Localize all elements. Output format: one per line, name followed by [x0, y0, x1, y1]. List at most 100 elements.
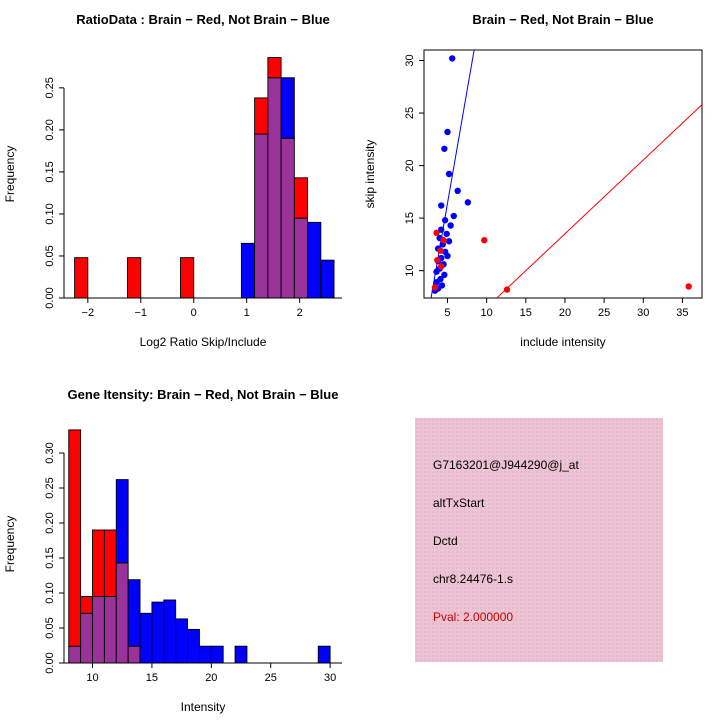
- hist-bar-red: [68, 429, 82, 647]
- panel-gene-info: G7163201@J944290@j_at altTxStart Dctd ch…: [360, 375, 720, 720]
- hist-bar-overlap: [254, 133, 269, 299]
- x-tick-label: 2: [297, 307, 303, 319]
- scatter-point-blue: [450, 212, 457, 220]
- probe-id-text: G7163201@J944290@j_at: [433, 458, 579, 472]
- ratio-histogram-chart: −2 −1 0 1 2 0.00 0.05 0.10 0.15 0.20 0.25 Log2 Rati…: [3, 57, 342, 349]
- chart-title-scatter: Brain − Red, Not Brain − Blue: [472, 12, 654, 27]
- hist-bar-overlap: [127, 645, 141, 664]
- chart-title-gene: Gene Itensity: Brain − Red, Not Brain − …: [67, 387, 339, 402]
- hist-bar-blue: [240, 242, 256, 299]
- hist-bar-blue: [175, 618, 189, 664]
- x-tick-label: 25: [265, 672, 277, 684]
- hist-bar-overlap: [115, 562, 129, 664]
- hist-bar-blue: [234, 645, 248, 664]
- hist-bar-blue: [187, 628, 200, 664]
- hist-bar-red: [293, 177, 309, 219]
- hist-bar-red: [92, 529, 105, 597]
- y-tick-label: 20: [404, 159, 416, 171]
- hist-bar-blue: [320, 259, 335, 299]
- plot-box: [423, 49, 703, 299]
- y-tick-label: 15: [404, 212, 416, 224]
- hist-bar-blue: [163, 599, 177, 664]
- gene-name-text: Dctd: [433, 534, 458, 548]
- hist-bar-red: [180, 257, 195, 299]
- scatter-point-red: [437, 247, 444, 254]
- scatter-point-red: [434, 256, 441, 264]
- hist-bar-red: [80, 596, 93, 614]
- y-tick-label: 0.20: [44, 512, 56, 533]
- hist-bar-overlap: [92, 596, 105, 664]
- scatter-point-blue: [447, 222, 454, 229]
- scatter-point-red: [503, 286, 511, 293]
- x-tick-label: 30: [637, 307, 649, 319]
- hist-bar-blue: [317, 645, 331, 664]
- y-tick-label: 0.10: [44, 582, 56, 603]
- hist-bar-blue: [307, 221, 322, 299]
- event-type-text: altTxStart: [433, 496, 485, 510]
- x-tick-label: 5: [444, 307, 450, 319]
- hist-bar-overlap: [68, 645, 82, 664]
- scatter-point-blue: [464, 199, 472, 206]
- y-tick-label: 0.00: [44, 652, 56, 673]
- chart-title-ratio: RatioData : Brain − Red, Not Brain − Blu…: [76, 12, 330, 27]
- hist-bar-red: [254, 97, 269, 135]
- hist-bar-blue: [280, 77, 295, 139]
- hist-bar-blue: [139, 612, 153, 664]
- y-tick-label: 0.20: [44, 119, 56, 140]
- panel-ratio-histogram: RatioData : Brain − Red, Not Brain − Blu…: [0, 0, 360, 375]
- x-tick-label: 30: [324, 672, 336, 684]
- scatter-point-red: [481, 237, 488, 244]
- panel-intensity-scatter: Brain − Red, Not Brain − Blue 5 10 15 20 25 3…: [360, 0, 720, 375]
- x-tick-label: 25: [598, 307, 610, 319]
- scatter-point-blue: [444, 252, 451, 260]
- scatter-point-blue: [441, 217, 449, 224]
- y-tick-label: 0.30: [44, 442, 56, 463]
- scatter-point-blue: [438, 226, 445, 233]
- x-axis-label: Intensity: [181, 700, 226, 714]
- y-tick-label: 0.25: [44, 477, 56, 498]
- locus-text: chr8.24476-1.s: [433, 572, 514, 586]
- scatter-point-red: [685, 283, 692, 290]
- hist-bar-overlap: [103, 596, 117, 664]
- x-axis-label: Log2 Ratio Skip/Include: [140, 335, 267, 349]
- scatter-point-blue: [438, 202, 445, 209]
- hist-bar-overlap: [80, 612, 93, 664]
- panel-gene-histogram: Gene Itensity: Brain − Red, Not Brain − …: [0, 375, 360, 720]
- hist-bar-blue: [151, 601, 165, 664]
- x-tick-label: 15: [146, 672, 158, 684]
- fit-line-blue: [430, 49, 475, 299]
- hist-bar-red: [267, 57, 282, 79]
- scatter-point-blue: [445, 238, 453, 245]
- gene-histogram-chart: 10 15 20 25 30 0.00 0.05 0.10 0.15 0.20 0.25 0.30 In…: [3, 429, 342, 714]
- scatter-point-blue: [448, 55, 456, 62]
- x-tick-label: 35: [676, 307, 688, 319]
- x-tick-label: 20: [559, 307, 571, 319]
- hist-bar-overlap: [267, 77, 282, 299]
- hist-bar-blue: [115, 479, 129, 564]
- y-tick-label: 0.00: [44, 287, 56, 308]
- y-tick-label: 0.15: [44, 161, 56, 182]
- y-tick-label: 0.15: [44, 547, 56, 568]
- x-tick-label: 10: [481, 307, 493, 319]
- y-tick-label: 25: [404, 107, 416, 119]
- y-axis-label: skip intensity: [363, 140, 377, 209]
- x-axis-label: include intensity: [520, 335, 605, 349]
- scatter-point-blue: [444, 128, 451, 136]
- y-axis-label: Frequency: [3, 516, 17, 573]
- y-tick-label: 0.05: [44, 617, 56, 638]
- y-tick-label: 30: [404, 54, 416, 66]
- x-tick-label: −1: [135, 307, 148, 319]
- hist-bar-red: [74, 257, 89, 299]
- hist-bar-overlap: [293, 217, 309, 299]
- y-axis-label: Frequency: [3, 146, 17, 203]
- hist-bar-overlap: [280, 137, 295, 299]
- scatter-point-red: [431, 284, 439, 291]
- scatter-point-blue: [441, 271, 448, 279]
- scatter-point-red: [438, 263, 445, 270]
- scatter-point-blue: [454, 187, 461, 195]
- fit-line-red: [496, 104, 703, 299]
- y-tick-label: 0.05: [44, 245, 56, 266]
- hist-bar-blue: [198, 645, 212, 664]
- y-tick-label: 0.10: [44, 203, 56, 224]
